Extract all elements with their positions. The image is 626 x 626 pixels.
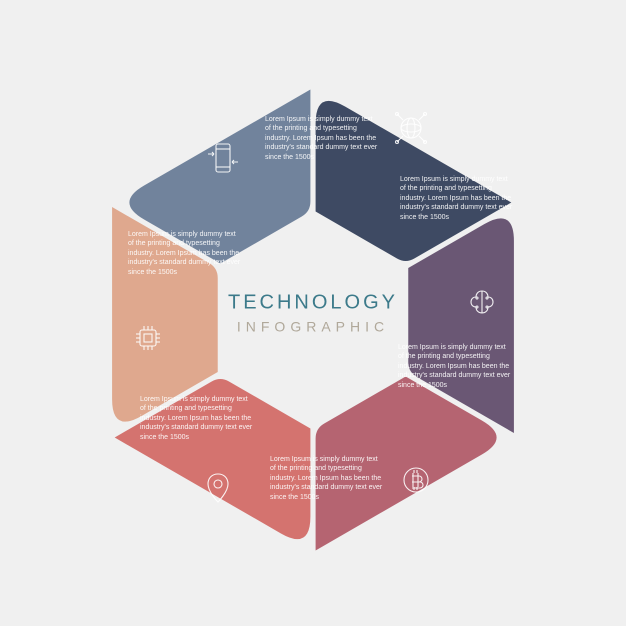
segment-text-top: Lorem Ipsum is simply dummy text of the … [265,115,380,162]
infographic-stage: TECHNOLOGY INFOGRAPHIC Lorem Ipsum is si… [0,0,626,626]
segment-text-top-right: Lorem Ipsum is simply dummy text of the … [400,175,515,222]
segment-text-bottom-right: Lorem Ipsum is simply dummy text of the … [398,343,513,390]
brain-chip-icon [464,285,500,321]
center-title: TECHNOLOGY INFOGRAPHIC [183,292,443,335]
center-title-line2: INFOGRAPHIC [183,319,443,335]
segment-text-bottom-left: Lorem Ipsum is simply dummy text of the … [140,395,255,442]
segment-text-bottom: Lorem Ipsum is simply dummy text of the … [270,455,385,502]
location-pin-icon [200,470,236,506]
phone-transfer-icon [205,140,241,176]
globe-network-icon [393,110,429,146]
segment-text-top-left: Lorem Ipsum is simply dummy text of the … [128,230,243,277]
bitcoin-icon [398,462,434,498]
cpu-chip-icon [130,320,166,356]
center-title-line1: TECHNOLOGY [183,292,443,315]
